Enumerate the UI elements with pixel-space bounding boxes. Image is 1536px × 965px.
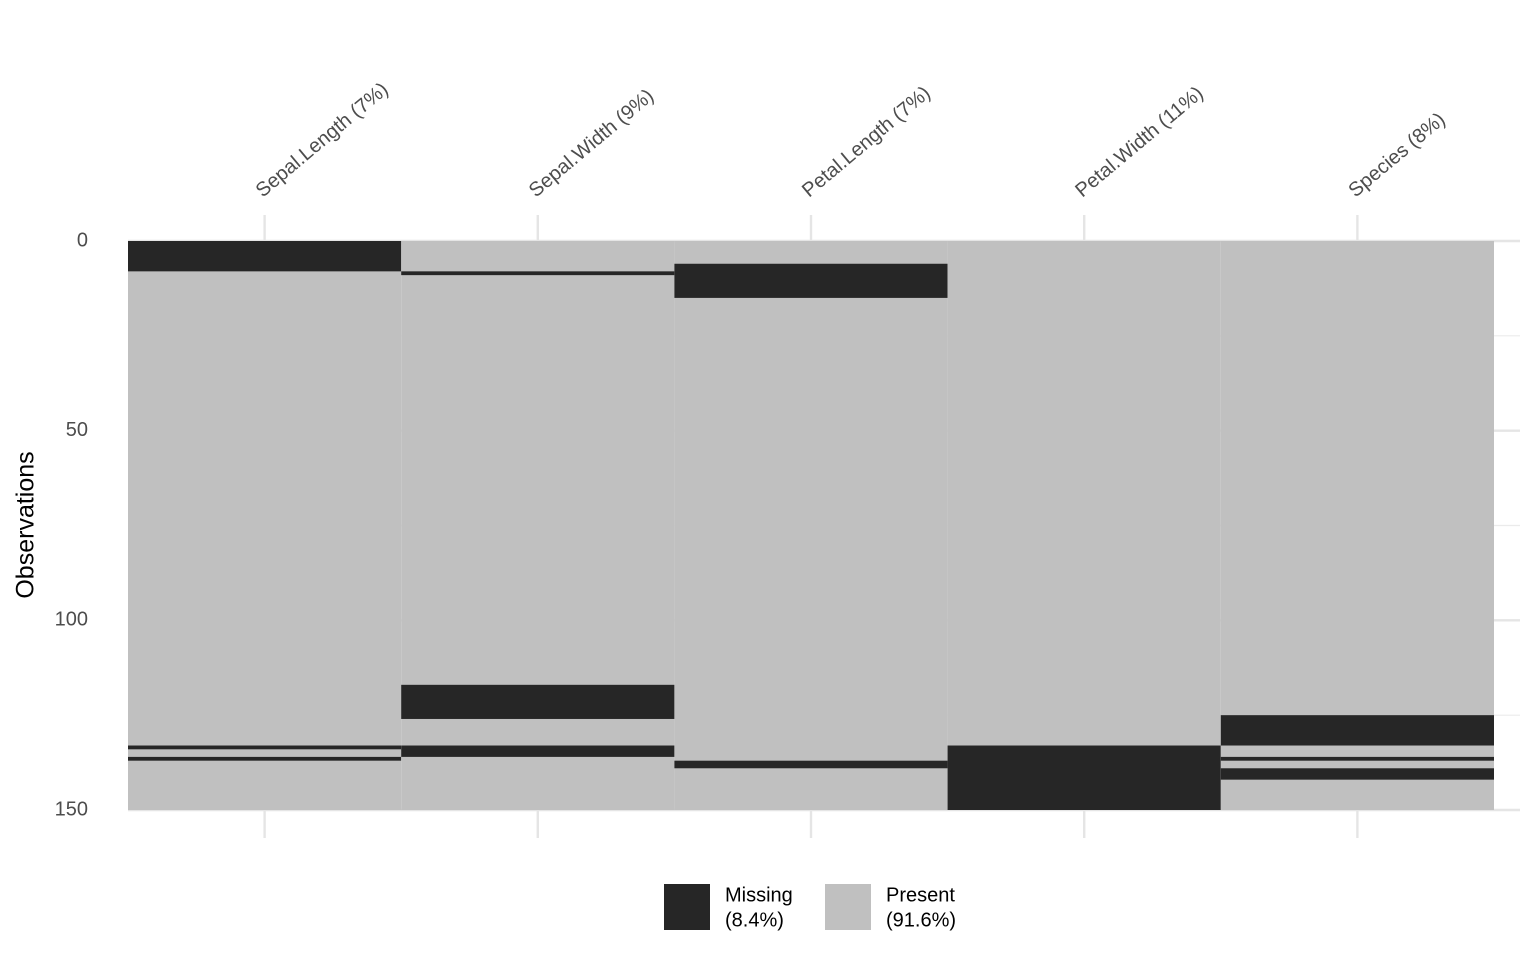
missing-tile — [1220, 756, 1494, 761]
y-tick-label: 50 — [66, 419, 88, 441]
y-tick-label: 100 — [55, 609, 88, 631]
legend-label: Present — [886, 884, 955, 906]
missing-tile — [947, 745, 1221, 810]
missing-tile — [128, 241, 402, 272]
column-label: Sepal.Width (9%) — [525, 85, 658, 202]
missing-tile — [401, 271, 675, 276]
legend-swatch — [825, 884, 871, 930]
missing-tile — [128, 745, 402, 750]
present-tile — [128, 241, 402, 810]
present-tile — [674, 241, 948, 810]
column-label: Petal.Width (11%) — [1071, 82, 1207, 201]
present-tile — [401, 241, 675, 810]
missing-tile — [674, 263, 948, 298]
legend-swatch — [664, 884, 710, 930]
missing-tile — [1220, 715, 1494, 746]
legend-value: (91.6%) — [886, 909, 956, 931]
missing-tile — [401, 684, 675, 719]
missing-tile — [1220, 768, 1494, 780]
column-label: Sepal.Length (7%) — [252, 78, 393, 201]
y-tick-label: 0 — [77, 229, 88, 251]
y-tick-label: 150 — [55, 798, 88, 820]
legend-label: Missing — [725, 884, 793, 906]
missing-tile — [401, 745, 675, 757]
missing-tile — [674, 760, 948, 769]
legend-value: (8.4%) — [725, 909, 784, 931]
missing-tile — [128, 756, 402, 761]
present-tile — [947, 241, 1221, 810]
column-label: Species (8%) — [1344, 109, 1449, 202]
y-axis-title: Observations — [12, 451, 40, 598]
column-label: Petal.Length (7%) — [798, 82, 935, 202]
